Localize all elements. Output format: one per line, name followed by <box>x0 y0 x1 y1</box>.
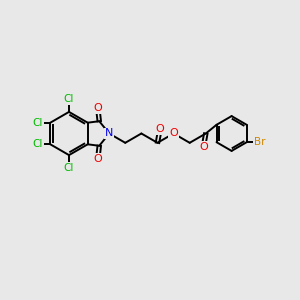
Text: O: O <box>199 142 208 152</box>
Text: Cl: Cl <box>32 139 43 149</box>
Text: Cl: Cl <box>64 94 74 104</box>
Text: O: O <box>155 124 164 134</box>
Text: O: O <box>93 103 102 113</box>
Text: Cl: Cl <box>32 118 43 128</box>
Text: Br: Br <box>254 137 265 147</box>
Text: Cl: Cl <box>64 163 74 173</box>
Text: O: O <box>93 154 102 164</box>
Text: N: N <box>105 128 113 139</box>
Text: O: O <box>169 128 178 139</box>
